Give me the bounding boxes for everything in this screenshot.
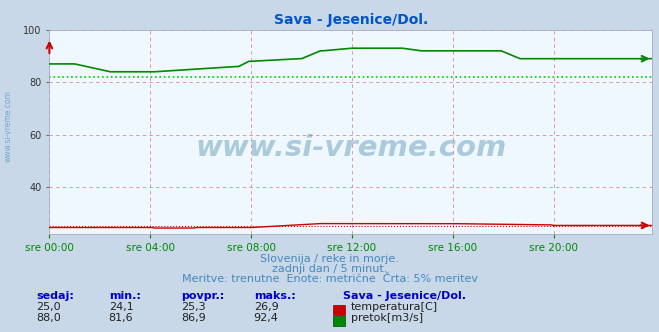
Text: Sava - Jesenice/Dol.: Sava - Jesenice/Dol.: [343, 291, 466, 301]
Text: temperatura[C]: temperatura[C]: [351, 302, 438, 312]
Title: Sava - Jesenice/Dol.: Sava - Jesenice/Dol.: [273, 13, 428, 27]
Text: zadnji dan / 5 minut.: zadnji dan / 5 minut.: [272, 264, 387, 274]
Text: povpr.:: povpr.:: [181, 291, 225, 301]
Text: 25,3: 25,3: [181, 302, 206, 312]
Text: maks.:: maks.:: [254, 291, 295, 301]
Text: 92,4: 92,4: [254, 313, 279, 323]
Text: 26,9: 26,9: [254, 302, 279, 312]
Text: 25,0: 25,0: [36, 302, 61, 312]
Text: 24,1: 24,1: [109, 302, 134, 312]
Text: pretok[m3/s]: pretok[m3/s]: [351, 313, 422, 323]
Text: www.si-vreme.com: www.si-vreme.com: [3, 90, 13, 162]
Bar: [49, 30, 652, 234]
Text: Meritve: trenutne  Enote: metrične  Črta: 5% meritev: Meritve: trenutne Enote: metrične Črta: …: [181, 274, 478, 284]
Text: sedaj:: sedaj:: [36, 291, 74, 301]
Text: 86,9: 86,9: [181, 313, 206, 323]
Text: min.:: min.:: [109, 291, 140, 301]
Text: 88,0: 88,0: [36, 313, 61, 323]
Text: 81,6: 81,6: [109, 313, 133, 323]
Text: Slovenija / reke in morje.: Slovenija / reke in morje.: [260, 254, 399, 264]
Text: www.si-vreme.com: www.si-vreme.com: [195, 134, 507, 162]
